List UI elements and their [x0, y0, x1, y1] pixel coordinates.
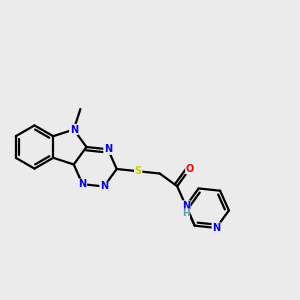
Text: O: O [186, 164, 194, 174]
Text: N: N [182, 201, 190, 211]
Text: S: S [135, 166, 142, 176]
Text: N: N [212, 223, 220, 233]
Text: N: N [104, 144, 112, 154]
Text: N: N [100, 182, 108, 191]
Text: N: N [79, 179, 87, 189]
Text: N: N [70, 124, 78, 134]
Text: H: H [182, 209, 190, 218]
